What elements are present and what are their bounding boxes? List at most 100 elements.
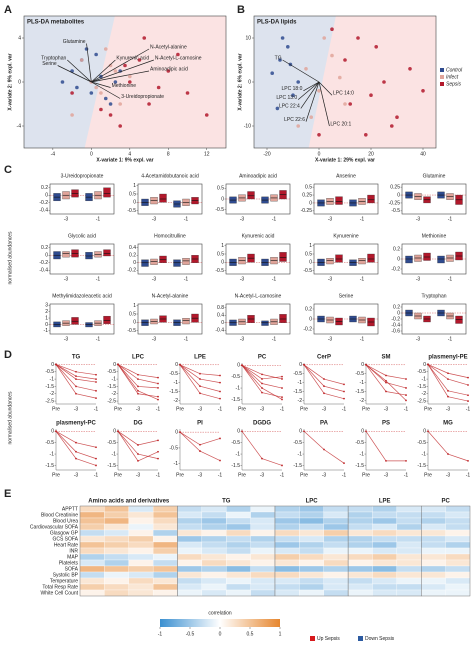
series-line xyxy=(179,431,221,446)
y-tick-label: -0.5 xyxy=(391,208,400,214)
panel-frame xyxy=(313,183,379,215)
point xyxy=(95,378,97,381)
cell xyxy=(372,535,398,543)
cell xyxy=(299,565,324,573)
point xyxy=(55,363,57,366)
region xyxy=(254,16,336,148)
panel-title: DG xyxy=(134,421,143,427)
point xyxy=(137,378,139,381)
x-tick-label: -3 xyxy=(328,216,333,222)
panel-title: Homocitrulline xyxy=(154,233,186,239)
point xyxy=(185,91,190,95)
cell xyxy=(104,523,129,531)
row-label: Heart Rate xyxy=(54,542,78,548)
x-tick-label: -1 xyxy=(404,472,409,478)
y-tick-label: -0.25 xyxy=(389,200,401,206)
point xyxy=(296,80,301,84)
cell xyxy=(177,511,203,519)
panel-title: DGDG xyxy=(253,421,271,427)
cell xyxy=(79,535,105,543)
x-tick-label: -1 xyxy=(96,276,101,282)
point xyxy=(382,80,386,84)
y-tick-label: -0.5 xyxy=(45,440,54,446)
panel-title: Methylimidazoleacetic acid xyxy=(52,293,112,299)
row-label: Total Resp Rate xyxy=(42,584,78,590)
point xyxy=(84,47,89,51)
colorbar-tick-label: -0.5 xyxy=(186,631,195,637)
panel-title: Kynurenine xyxy=(333,233,359,239)
cell xyxy=(152,523,178,531)
cell xyxy=(104,571,129,579)
cell xyxy=(104,541,129,549)
y-tick-label: -0.5 xyxy=(169,445,178,451)
cell xyxy=(177,577,203,585)
point xyxy=(281,375,283,378)
x-tick-label: Pre xyxy=(424,406,432,412)
y-tick-label: 1 xyxy=(45,315,48,321)
loading-arrow xyxy=(282,59,320,83)
legend-swatch xyxy=(358,636,363,641)
y-tick-label: -0.5 xyxy=(417,369,426,375)
panel-frame xyxy=(401,183,467,215)
cell xyxy=(323,511,349,519)
y-tick-label: 0 xyxy=(221,260,224,266)
cell xyxy=(201,559,227,567)
cell xyxy=(299,535,324,543)
y-tick-label: 0 xyxy=(299,362,302,368)
cell xyxy=(445,517,471,525)
y-tick-label: 0 xyxy=(423,362,426,368)
cell xyxy=(396,583,422,591)
point xyxy=(241,430,243,433)
x-tick-label: -3 xyxy=(416,276,421,282)
cell xyxy=(421,553,446,561)
y-tick-label: -2.5 xyxy=(417,398,426,404)
y-tick-label: 2 xyxy=(45,309,48,315)
row-label: MAP xyxy=(67,554,79,560)
cell xyxy=(445,529,471,537)
point xyxy=(270,71,275,75)
y-tick-label: 0.5 xyxy=(217,186,224,192)
cell xyxy=(396,577,422,585)
cell xyxy=(79,505,105,513)
cell xyxy=(421,505,446,513)
cell xyxy=(104,577,129,585)
panel-title: LPE xyxy=(194,355,206,361)
cell xyxy=(274,505,300,513)
y-tick-label: -1 xyxy=(44,328,49,334)
box xyxy=(159,193,167,203)
y-tick-label: -0.4 xyxy=(215,328,224,334)
cell xyxy=(226,553,251,561)
cell xyxy=(177,583,203,591)
cell xyxy=(299,505,324,513)
point xyxy=(117,430,119,433)
point xyxy=(157,439,159,442)
x-tick-label: -3 xyxy=(152,216,157,222)
cell xyxy=(79,583,105,591)
y-axis-label: X-variate 2: 9% expl. var xyxy=(7,53,13,110)
loading-label: Serine xyxy=(42,61,57,67)
cell xyxy=(226,517,251,525)
cell xyxy=(299,541,324,549)
y-tick-label: 0 xyxy=(221,196,224,202)
y-tick-label: -1 xyxy=(112,451,117,457)
cell xyxy=(396,589,422,597)
y-tick-label: -0.5 xyxy=(293,440,302,446)
panel-letter: D xyxy=(4,349,12,361)
x-tick-label: -1 xyxy=(94,406,99,412)
panel-title: PS xyxy=(382,421,390,427)
cell xyxy=(323,505,349,513)
x-tick-label: -1 xyxy=(96,216,101,222)
point xyxy=(157,395,159,398)
cell xyxy=(226,571,251,579)
cell xyxy=(152,553,178,561)
box xyxy=(326,258,334,265)
y-tick-label: 0.2 xyxy=(129,253,136,259)
cell xyxy=(104,517,129,525)
point xyxy=(95,446,97,449)
loading-label: LPC 14:0 xyxy=(333,91,354,97)
x-tick-label: 40 xyxy=(420,151,426,157)
x-tick-label: -3 xyxy=(260,472,265,478)
panel-letter: A xyxy=(4,4,12,16)
cell xyxy=(445,571,471,579)
series-line xyxy=(427,364,469,378)
